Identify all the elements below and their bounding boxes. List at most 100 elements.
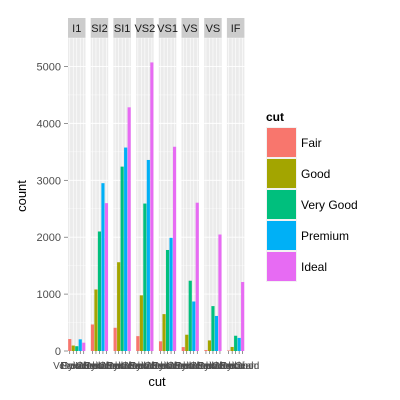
facet-strip-label: VS — [206, 23, 221, 35]
bar-fair — [68, 339, 72, 351]
bar-good — [71, 345, 75, 351]
y-tick-label: 1000 — [37, 289, 61, 301]
bar-very-good — [75, 346, 79, 351]
x-tick-label: Very Good — [212, 361, 259, 372]
x-tick-label: Good — [220, 361, 244, 372]
x-axis-title: cut — [148, 374, 166, 389]
bar-ideal — [104, 203, 109, 351]
x-tick-label: Fair — [61, 361, 79, 372]
legend: cut Fair Good Very Good Premium Ideal — [266, 110, 358, 282]
facet-strip — [113, 18, 131, 38]
bar-good — [207, 340, 212, 351]
bar-very-good — [188, 280, 192, 351]
facet-strip-label: VS1 — [157, 23, 178, 35]
legend-key — [267, 128, 296, 157]
legend-key — [267, 252, 296, 281]
bar-premium — [101, 183, 105, 351]
bar-good — [230, 346, 234, 351]
x-tick-label: Very Good — [121, 361, 168, 372]
x-tick-label: Good — [106, 361, 130, 372]
bar-ideal — [218, 234, 222, 351]
bar-very-good — [211, 306, 215, 351]
bar-very-good — [143, 203, 147, 351]
x-tick-label: Ideal — [232, 361, 254, 372]
bar-very-good — [165, 249, 170, 351]
x-tick-label: Ideal — [96, 361, 118, 372]
legend-label: Very Good — [301, 198, 358, 212]
legend-title: cut — [266, 110, 284, 124]
x-tick-label: Good — [129, 361, 153, 372]
bar-fair — [113, 327, 117, 351]
x-tick-label: Good — [84, 361, 108, 372]
x-tick-label: Very Good — [53, 361, 100, 372]
legend-label: Premium — [301, 229, 349, 243]
x-tick-label: Premium — [60, 361, 100, 372]
bar-ideal — [241, 282, 245, 351]
x-tick-label: Fair — [197, 361, 215, 372]
bar-fair — [136, 336, 140, 351]
y-tick-label: 0 — [55, 346, 61, 358]
legend-key — [267, 159, 296, 188]
x-tick-label: Fair — [129, 361, 147, 372]
x-tick-label: Ideal — [118, 361, 140, 372]
legend-label: Good — [301, 167, 330, 181]
bar-very-good — [97, 231, 102, 351]
facet-strip-label: IF — [231, 23, 241, 35]
facet-strip-label: VS2 — [134, 23, 155, 35]
x-tick-label: Fair — [220, 361, 238, 372]
bar-premium — [146, 159, 150, 351]
bar-premium — [192, 301, 196, 351]
x-tick-label: Premium — [128, 361, 168, 372]
facet-strip — [226, 18, 245, 38]
x-tick-label: Good — [197, 361, 221, 372]
x-tick-label: Very Good — [144, 361, 191, 372]
bar-ideal — [127, 107, 131, 351]
legend-label: Ideal — [301, 260, 327, 274]
bar-ideal — [82, 342, 86, 351]
x-tick-label: Ideal — [209, 361, 231, 372]
y-tick-label: 4000 — [37, 118, 61, 130]
x-tick-label: Very Good — [99, 361, 146, 372]
bar-good — [117, 262, 121, 351]
x-tick-label: Fair — [152, 361, 170, 372]
facet-strip-label: VS — [183, 23, 198, 35]
bar-fair — [227, 350, 231, 351]
facet-strip-label: SI2 — [91, 23, 108, 35]
legend-label: Fair — [301, 136, 322, 150]
facet-strip — [68, 18, 86, 38]
bar-ideal — [195, 202, 199, 351]
x-tick-label: Fair — [107, 361, 125, 372]
x-tick-label: Premium — [151, 361, 191, 372]
x-tick-label: Ideal — [73, 361, 95, 372]
bar-premium — [78, 339, 82, 351]
x-tick-label: Premium — [219, 361, 259, 372]
x-tick-label: Very Good — [76, 361, 123, 372]
bar-fair — [90, 324, 95, 351]
facet-strip-label: I1 — [72, 23, 81, 35]
bar-good — [162, 314, 166, 351]
facet-strip-label: SI1 — [114, 23, 131, 35]
facet-strip — [181, 18, 199, 38]
bar-very-good — [120, 166, 124, 351]
x-tick-label: Good — [152, 361, 176, 372]
x-tick-label: Very Good — [167, 361, 214, 372]
bar-very-good — [234, 335, 238, 351]
bar-premium — [124, 147, 128, 351]
x-tick-label: Ideal — [164, 361, 186, 372]
x-tick-label: Good — [175, 361, 199, 372]
x-tick-label: Ideal — [141, 361, 163, 372]
bar-ideal — [172, 146, 177, 351]
legend-key — [267, 190, 296, 219]
x-tick-label: Fair — [175, 361, 193, 372]
facet-strip — [90, 18, 109, 38]
bar-premium — [169, 237, 173, 351]
